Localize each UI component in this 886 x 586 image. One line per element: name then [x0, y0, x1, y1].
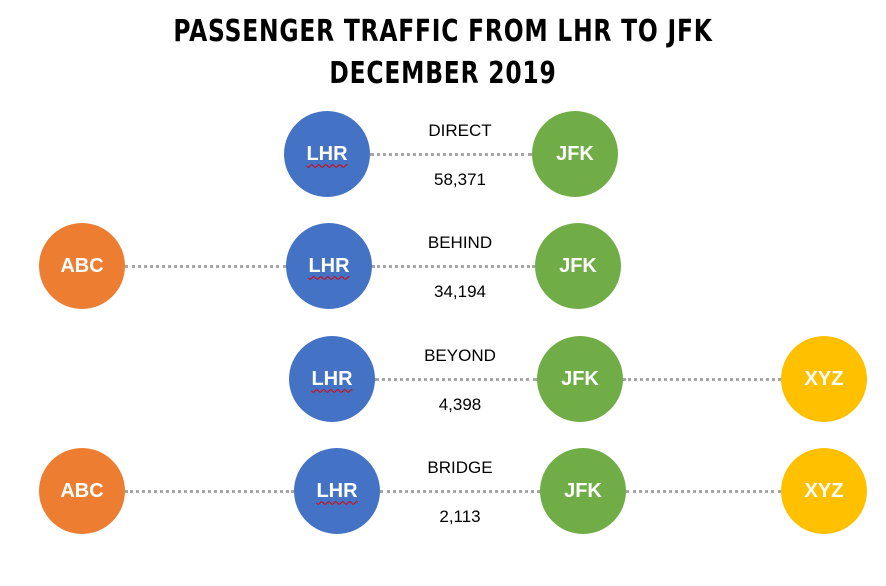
airport-node-lhr: LHR: [294, 448, 380, 534]
airport-code: ABC: [60, 254, 104, 277]
airport-code: LHR: [308, 254, 350, 277]
airport-code: XYZ: [804, 479, 844, 502]
airport-node-xyz: XYZ: [781, 336, 867, 422]
passenger-count: 58,371: [434, 170, 486, 189]
connector-line: [375, 378, 537, 381]
connector-line: [626, 490, 781, 493]
airport-code: LHR: [316, 479, 358, 502]
airport-code: LHR: [306, 142, 348, 165]
airport-code: ABC: [60, 479, 104, 502]
connector-line: [125, 490, 294, 493]
passenger-count: 4,398: [438, 395, 482, 414]
airport-node-lhr: LHR: [289, 336, 375, 422]
traffic-type-label: BEYOND: [424, 346, 496, 365]
passenger-count: 34,194: [434, 282, 486, 301]
traffic-type-label: BEHIND: [427, 233, 493, 252]
connector-line: [370, 153, 532, 156]
airport-node-abc: ABC: [39, 448, 125, 534]
connector-line: [125, 265, 286, 268]
traffic-type-label: DIRECT: [428, 121, 492, 140]
airport-node-jfk: JFK: [537, 336, 623, 422]
airport-node-jfk: JFK: [540, 448, 626, 534]
traffic-type-label: BRIDGE: [427, 458, 493, 477]
connector-line: [380, 490, 540, 493]
airport-code: JFK: [561, 367, 599, 390]
title-line-1: PASSENGER TRAFFIC FROM LHR TO JFK: [173, 14, 713, 49]
airport-code: JFK: [559, 254, 597, 277]
connector-line: [623, 378, 781, 381]
airport-node-xyz: XYZ: [781, 448, 867, 534]
passenger-count: 2,113: [439, 507, 481, 526]
airport-code: JFK: [564, 479, 602, 502]
airport-code: JFK: [556, 142, 594, 165]
airport-node-jfk: JFK: [532, 111, 618, 197]
airport-node-jfk: JFK: [535, 223, 621, 309]
airport-node-lhr: LHR: [284, 111, 370, 197]
airport-node-abc: ABC: [39, 223, 125, 309]
airport-code: XYZ: [804, 367, 844, 390]
airport-code: LHR: [311, 367, 353, 390]
connector-line: [372, 265, 535, 268]
title-line-2: DECEMBER 2019: [329, 56, 557, 91]
airport-node-lhr: LHR: [286, 223, 372, 309]
